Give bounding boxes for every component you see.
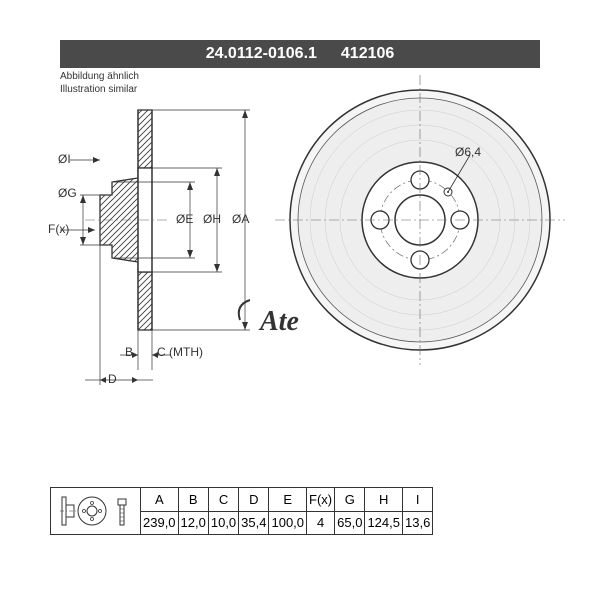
- col-D: D: [239, 488, 269, 512]
- label-small-hole: Ø6,4: [455, 145, 481, 159]
- val-I: 13,6: [403, 511, 433, 535]
- subtitle-de: Abbildung ähnlich: [60, 70, 139, 83]
- val-G: 65,0: [335, 511, 365, 535]
- col-I: I: [403, 488, 433, 512]
- part-number: 24.0112-0106.1: [206, 45, 317, 63]
- spec-header-row: A B C D E F(x) G H I: [51, 488, 433, 512]
- col-H: H: [365, 488, 403, 512]
- col-E: E: [269, 488, 307, 512]
- val-E: 100,0: [269, 511, 307, 535]
- title-bar: 24.0112-0106.1 412106: [60, 40, 540, 68]
- val-F: 4: [307, 511, 335, 535]
- label-diam-a: ØA: [232, 212, 249, 226]
- val-B: 12,0: [178, 511, 208, 535]
- label-diam-i: ØI: [58, 152, 71, 166]
- val-C: 10,0: [208, 511, 238, 535]
- col-B: B: [178, 488, 208, 512]
- label-diam-g: ØG: [58, 186, 77, 200]
- logo: Ate: [239, 300, 299, 337]
- label-b: B: [125, 345, 133, 359]
- subtitle: Abbildung ähnlich Illustration similar: [60, 70, 139, 96]
- val-H: 124,5: [365, 511, 403, 535]
- spec-icon-cell: [51, 488, 141, 535]
- col-C: C: [208, 488, 238, 512]
- col-A: A: [141, 488, 179, 512]
- label-f: F(x): [48, 222, 69, 236]
- short-code: 412106: [341, 45, 394, 63]
- disc-bolt-icon: [56, 491, 136, 531]
- spec-table: A B C D E F(x) G H I 239,0 12,0 10,0 35,…: [50, 487, 433, 535]
- val-D: 35,4: [239, 511, 269, 535]
- col-F: F(x): [307, 488, 335, 512]
- label-d: D: [108, 372, 117, 386]
- label-diam-e: ØE: [176, 212, 193, 226]
- label-c: C (MTH): [157, 345, 203, 359]
- front-view: [275, 75, 565, 365]
- svg-text:Ate: Ate: [258, 306, 299, 337]
- side-view: [60, 110, 250, 385]
- label-diam-h: ØH: [203, 212, 221, 226]
- subtitle-en: Illustration similar: [60, 83, 139, 96]
- val-A: 239,0: [141, 511, 179, 535]
- col-G: G: [335, 488, 365, 512]
